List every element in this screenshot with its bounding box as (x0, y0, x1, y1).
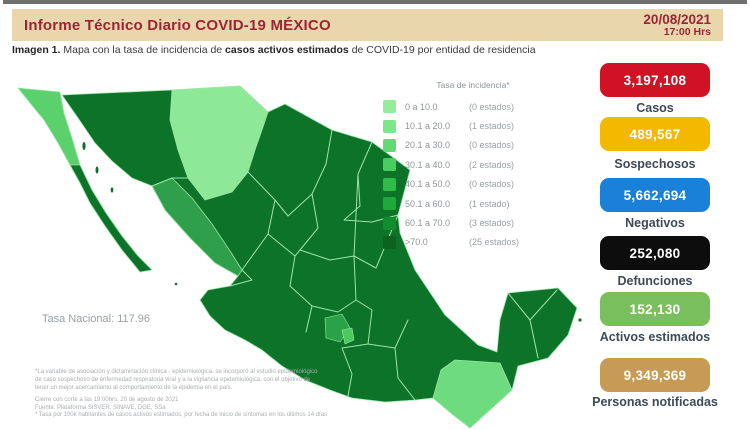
stat-pill-defunciones: 252,080 (600, 236, 710, 270)
legend-count: (0 estados) (469, 101, 515, 112)
footnote-lines: Cierre con corte a las 19:00hrs. 20 de a… (35, 397, 327, 420)
top-divider-bar (3, 0, 747, 4)
legend-swatch (383, 216, 396, 230)
legend-count: (3 estados) (469, 218, 515, 229)
legend-row: >70.0 (25 estados) (383, 233, 578, 252)
legend-range: 10.1 a 20.0 (405, 121, 451, 132)
islands (82, 142, 582, 322)
state-chiapas (432, 359, 513, 429)
stat-label-casos: Casos (636, 101, 674, 115)
stat-label-sospechosos: Sospechosos (614, 157, 696, 171)
legend-row: 0 a 10.0 (0 estados) (383, 97, 578, 116)
stat-value: 152,130 (629, 301, 681, 317)
legend-range: 50.1 a 60.0 (405, 198, 451, 209)
legend-row: 30.1 a 40.0 (2 estados) (383, 155, 578, 174)
legend-range: 0 a 10.0 (405, 101, 438, 112)
legend-range: 20.1 a 30.0 (405, 140, 451, 151)
stat-value: 3,197,108 (623, 72, 687, 88)
state-baja-california-sur (69, 164, 153, 273)
legend-count: (0 estados) (469, 179, 515, 190)
legend-range: 60.1 a 70.0 (405, 218, 451, 229)
legend-count: (2 estados) (469, 159, 515, 170)
stat-value: 9,349,369 (623, 367, 687, 383)
caption-highlight: casos activos estimados (225, 44, 349, 56)
legend-range: >70.0 (405, 237, 428, 248)
legend-swatch (383, 119, 396, 133)
stat-value: 5,662,694 (623, 187, 687, 203)
legend-row: 50.1 a 60.0 (1 estado) (383, 194, 578, 213)
caption-text-2: de COVID-19 por entidad de residencia (348, 44, 536, 56)
legend-swatch (383, 235, 396, 249)
legend-row: 60.1 a 70.0 (3 estados) (383, 213, 578, 232)
legend-swatch (383, 177, 396, 191)
report-date: 20/08/2021 (643, 11, 711, 27)
footnote-rate-def: * Tasa por 100k habitantes de casos acti… (35, 412, 328, 418)
legend-swatch (383, 100, 396, 114)
legend-range: 30.1 a 40.0 (405, 159, 451, 170)
page-title: Informe Técnico Diario COVID-19 MÉXICO (24, 16, 331, 34)
legend-count: (1 estados) (469, 121, 515, 132)
stat-value: 252,080 (629, 245, 681, 261)
stat-value: 489,567 (629, 126, 681, 142)
report-header: Informe Técnico Diario COVID-19 MÉXICO 2… (12, 9, 723, 41)
caption-label: Imagen 1. (12, 44, 61, 56)
legend-range: 40.1 a 50.0 (405, 179, 451, 190)
report-datetime: 20/08/2021 17:00 Hrs (643, 12, 711, 39)
stat-label-activos: Activos estimados (599, 330, 711, 344)
caption-text-1: Mapa con la tasa de incidencia de (60, 44, 226, 56)
legend-title: Tasa de incidencia* (436, 80, 510, 90)
legend-row: 20.1 a 30.0 (0 estados) (383, 136, 578, 155)
legend-row: 40.1 a 50.0 (0 estados) (383, 175, 578, 194)
legend-row: 10.1 a 20.0 (1 estados) (383, 116, 578, 135)
legend-swatch (383, 197, 396, 211)
stat-pill-negativos: 5,662,694 (600, 178, 710, 212)
stat-label-defunciones: Defunciones (617, 274, 693, 288)
footnote-cutoff: Cierre con corte a las 19:00hrs. 20 de a… (35, 397, 179, 403)
legend-count: (1 estado) (469, 198, 510, 209)
report-time: 17:00 Hrs (663, 25, 711, 38)
footnote-paragraph: *La variable de asociación y dictaminaci… (35, 369, 318, 391)
state-borders (151, 129, 558, 401)
incidence-legend: Tasa de incidencia* 0 a 10.0 (0 estados)… (383, 80, 578, 252)
state-cdmx (341, 327, 355, 345)
national-rate: Tasa Nacional: 117.96 (42, 313, 151, 325)
legend-count: (25 estados) (469, 237, 520, 248)
legend-swatch (383, 158, 396, 172)
footnote-source: Fuente: Plataforma SISVER, SINAVE, DGE, … (35, 404, 166, 411)
stat-pill-activos: 152,130 (600, 292, 710, 326)
stat-pill-casos: 3,197,108 (600, 63, 710, 97)
figure-caption: Imagen 1. Mapa con la tasa de incidencia… (12, 44, 536, 56)
stat-label-notificadas: Personas notificadas (592, 395, 718, 409)
mexico-choropleth-map (17, 85, 582, 429)
legend-count: (0 estados) (469, 140, 515, 151)
stat-pill-sospechosos: 489,567 (600, 117, 710, 151)
legend-swatch (383, 138, 396, 152)
stat-pill-notificadas: 9,349,369 (600, 358, 710, 392)
state-chihuahua (169, 85, 269, 201)
stat-label-negativos: Negativos (625, 216, 685, 230)
